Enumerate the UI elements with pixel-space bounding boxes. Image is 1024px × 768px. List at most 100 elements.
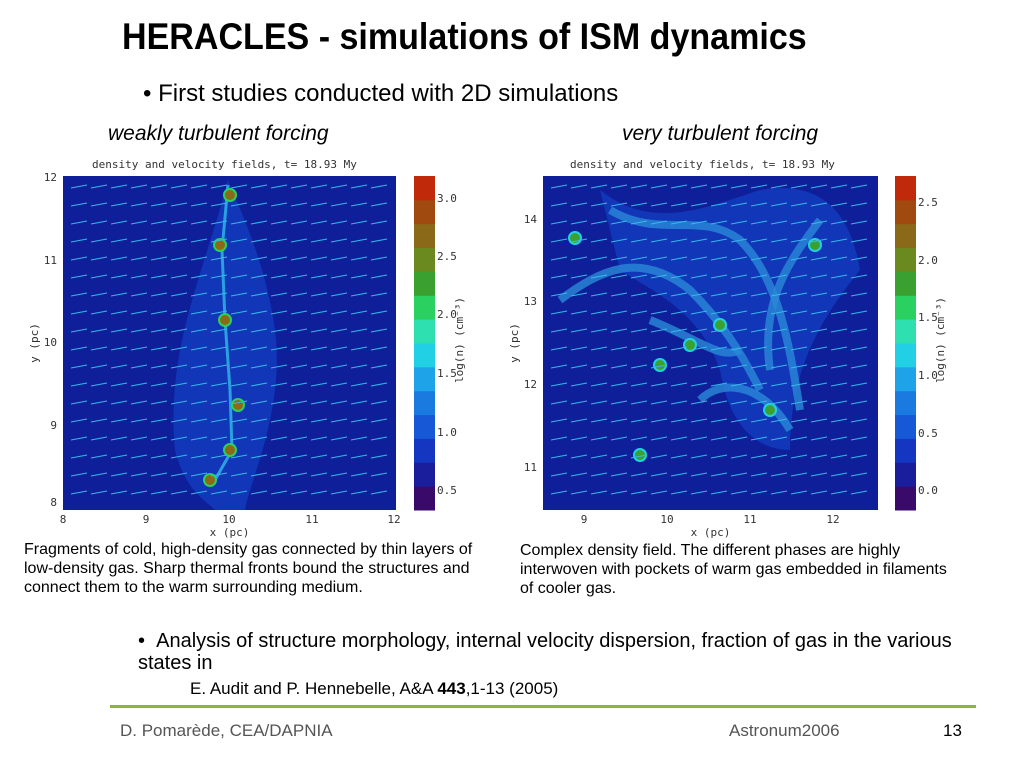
velocity-arrow	[830, 184, 848, 189]
page-number: 13	[943, 721, 962, 740]
bullet: • Analysis of structure morphology, inte…	[138, 630, 952, 674]
velocity-arrow	[670, 238, 688, 243]
velocity-arrow	[350, 292, 368, 297]
velocity-arrow	[270, 436, 288, 441]
velocity-arrow	[830, 382, 848, 387]
x-tick-label: 10	[660, 513, 673, 526]
velocity-arrow	[610, 472, 628, 477]
velocity-arrow	[810, 292, 828, 297]
velocity-arrow	[810, 310, 828, 315]
velocity-arrow	[370, 274, 388, 279]
velocity-arrow	[150, 418, 168, 423]
velocity-arrow	[370, 328, 388, 333]
velocity-arrow	[690, 346, 708, 351]
velocity-arrow	[230, 274, 248, 279]
y-tick-label: 9	[50, 419, 57, 432]
velocity-arrow	[190, 472, 208, 477]
velocity-arrow	[130, 418, 148, 423]
velocity-arrow	[370, 292, 388, 297]
y-tick-label: 13	[524, 295, 537, 308]
velocity-arrow	[310, 256, 328, 261]
velocity-arrow	[690, 220, 708, 225]
x-tick-label: 9	[581, 513, 588, 526]
velocity-arrow	[210, 382, 228, 387]
colorbar-tick-label: 1.0	[437, 426, 457, 439]
velocity-arrow	[670, 184, 688, 189]
velocity-arrow	[170, 418, 188, 423]
velocity-arrow	[190, 220, 208, 225]
colorbar-band	[895, 486, 916, 511]
velocity-arrow	[730, 382, 748, 387]
velocity-arrow	[650, 400, 668, 405]
colorbar-tick-label: 3.0	[437, 192, 457, 205]
velocity-arrow	[710, 292, 728, 297]
velocity-arrow	[210, 292, 228, 297]
velocity-arrow	[750, 364, 768, 369]
velocity-arrow	[810, 490, 828, 495]
velocity-arrow	[90, 292, 108, 297]
velocity-arrow	[110, 202, 128, 207]
velocity-arrow	[210, 400, 228, 405]
velocity-arrow	[250, 490, 268, 495]
velocity-arrow	[350, 328, 368, 333]
velocity-arrow	[330, 472, 348, 477]
velocity-arrow	[590, 238, 608, 243]
velocity-arrow	[550, 490, 568, 495]
footer-center: Astronum2006	[729, 721, 840, 740]
velocity-arrow	[570, 454, 588, 459]
velocity-arrow	[170, 472, 188, 477]
velocity-arrow	[630, 382, 648, 387]
velocity-arrow	[550, 436, 568, 441]
velocity-arrow	[750, 400, 768, 405]
x-tick-label: 12	[387, 513, 400, 526]
velocity-arrow	[610, 364, 628, 369]
velocity-arrow	[710, 202, 728, 207]
velocity-arrow	[670, 490, 688, 495]
colorbar-tick-label: 1.0	[918, 369, 938, 382]
velocity-arrow	[330, 328, 348, 333]
velocity-arrow	[150, 346, 168, 351]
velocity-arrow	[190, 328, 208, 333]
velocity-arrow	[330, 436, 348, 441]
velocity-arrow	[590, 328, 608, 333]
velocity-arrow	[570, 292, 588, 297]
velocity-arrow	[730, 292, 748, 297]
velocity-arrow	[350, 364, 368, 369]
velocity-arrow	[790, 490, 808, 495]
colorbar-band	[414, 414, 435, 439]
velocity-arrow	[290, 490, 308, 495]
velocity-arrow	[350, 472, 368, 477]
velocity-arrow	[170, 274, 188, 279]
velocity-arrow	[790, 274, 808, 279]
colorbar-band	[414, 199, 435, 225]
velocity-arrow	[90, 184, 108, 189]
velocity-arrow	[310, 184, 328, 189]
velocity-arrow	[630, 364, 648, 369]
velocity-arrow	[750, 292, 768, 297]
velocity-arrow	[570, 184, 588, 189]
velocity-arrow	[850, 292, 868, 297]
velocity-arrow	[550, 364, 568, 369]
velocity-arrow	[350, 490, 368, 495]
velocity-arrow	[730, 400, 748, 405]
velocity-arrow	[70, 472, 88, 477]
velocity-arrow	[730, 220, 748, 225]
velocity-arrow	[130, 310, 148, 315]
velocity-arrow	[370, 346, 388, 351]
ref-authors: E. Audit and P. Hennebelle, A&A	[190, 679, 438, 698]
velocity-arrow	[750, 184, 768, 189]
velocity-arrow	[70, 454, 88, 459]
velocity-arrow	[230, 418, 248, 423]
velocity-arrow	[630, 454, 648, 459]
velocity-arrow	[650, 274, 668, 279]
velocity-arrow	[850, 310, 868, 315]
velocity-arrow	[770, 436, 788, 441]
velocity-arrow	[810, 202, 828, 207]
velocity-arrow	[570, 400, 588, 405]
velocity-arrow	[630, 220, 648, 225]
velocity-arrow	[710, 436, 728, 441]
velocity-arrow	[170, 256, 188, 261]
velocity-arrow	[770, 202, 788, 207]
velocity-arrow	[610, 328, 628, 333]
velocity-arrow	[850, 184, 868, 189]
